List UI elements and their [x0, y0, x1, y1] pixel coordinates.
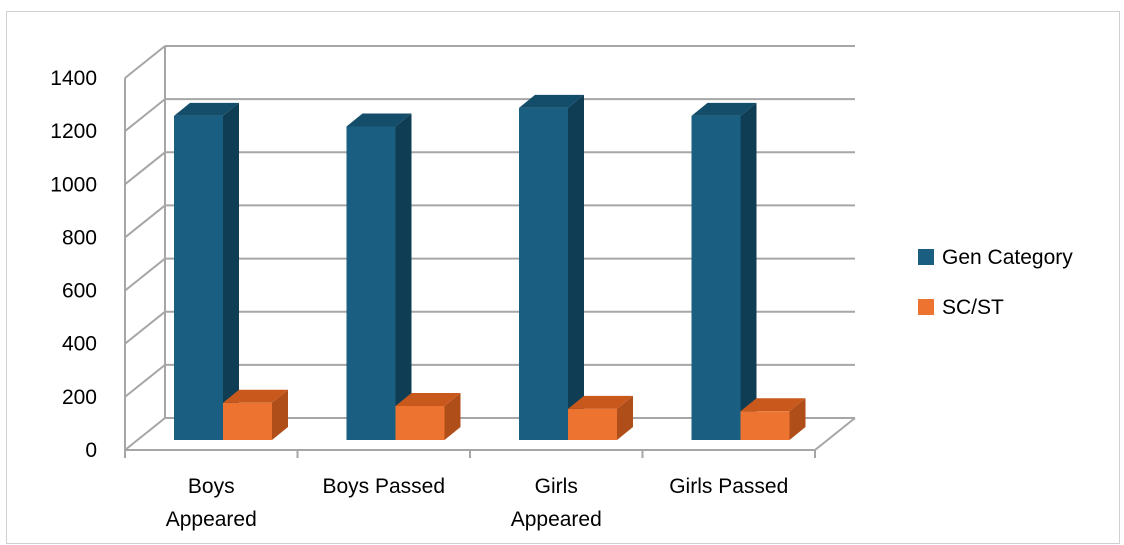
bar-top — [223, 389, 288, 403]
bar-top — [740, 398, 806, 412]
y-tick-label: 800 — [62, 226, 97, 249]
legend-label: Gen Category — [942, 246, 1073, 269]
bar-side — [272, 389, 288, 440]
bar-top — [519, 94, 584, 108]
bar-front — [691, 115, 741, 440]
bar-front — [223, 402, 272, 440]
bar-side — [395, 113, 412, 440]
gridline-diagonal — [124, 45, 166, 79]
x-tick-label: Appeared — [166, 508, 257, 531]
gridline-diagonal — [124, 310, 166, 345]
x-tick-label: Boys Passed — [322, 475, 445, 498]
bar-front — [174, 115, 223, 440]
bar-top — [174, 102, 239, 116]
x-tick-label: Girls Passed — [669, 475, 788, 498]
gridline-diagonal — [124, 364, 166, 398]
x-tick-label: Girls — [535, 475, 578, 498]
bar — [395, 392, 461, 440]
gridline-diagonal — [124, 98, 166, 132]
legend-label: SC/ST — [942, 296, 1004, 319]
labels-layer: 0 200 400 600 800 1000 1200 1400 Boys Appeared Boy… — [50, 67, 788, 531]
bar-side — [617, 395, 633, 440]
bar-side — [223, 102, 239, 440]
gridline-diagonal — [124, 204, 166, 239]
gridline-diagonal — [124, 417, 166, 451]
legend: Gen Category SC/ST — [918, 246, 1073, 319]
gridline-diagonal — [124, 257, 166, 292]
bars-layer — [174, 94, 806, 440]
bar-front — [519, 107, 568, 440]
bar-side — [789, 398, 806, 440]
bar-top — [568, 395, 633, 409]
axis-layer — [124, 46, 816, 458]
legend-swatch — [918, 299, 934, 315]
floor-edge — [814, 417, 856, 451]
x-tick-label: Boys — [188, 475, 235, 498]
y-tick-label: 1000 — [50, 173, 97, 196]
bar-side — [740, 102, 757, 440]
bar — [568, 395, 633, 440]
y-tick-label: 600 — [62, 280, 97, 303]
bar — [223, 389, 288, 440]
bar-top — [346, 113, 412, 127]
y-tick-label: 1200 — [50, 120, 97, 143]
bar — [174, 102, 239, 440]
bar-top — [395, 392, 461, 406]
bar-front — [346, 126, 396, 440]
bar-side — [444, 392, 461, 440]
bar — [346, 113, 412, 440]
y-tick-label: 200 — [62, 386, 97, 409]
bar-front — [740, 411, 790, 440]
bar — [519, 94, 584, 440]
gridline-diagonal — [124, 151, 166, 186]
x-tick-label: Appeared — [511, 508, 602, 531]
y-tick-label: 400 — [62, 333, 97, 356]
y-tick-label: 0 — [85, 439, 97, 462]
bar-top — [691, 102, 757, 116]
chart-border — [6, 11, 1120, 544]
bar-front — [568, 408, 617, 440]
y-tick-label: 1400 — [50, 67, 97, 90]
legend-swatch — [918, 249, 934, 265]
bar — [691, 102, 757, 440]
bar — [740, 398, 806, 440]
bar-side — [568, 94, 584, 440]
bar-front — [395, 405, 445, 440]
